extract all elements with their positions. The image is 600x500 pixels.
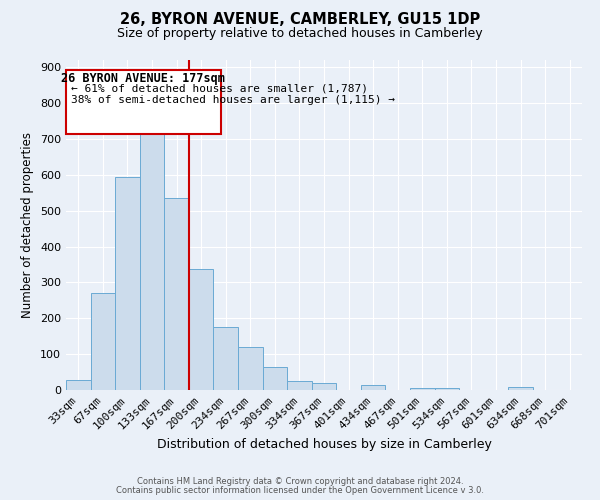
Bar	[189, 269, 214, 390]
Bar	[410, 388, 434, 390]
Bar	[312, 383, 336, 390]
FancyBboxPatch shape	[66, 70, 221, 134]
Y-axis label: Number of detached properties: Number of detached properties	[22, 132, 34, 318]
Text: 26 BYRON AVENUE: 177sqm: 26 BYRON AVENUE: 177sqm	[61, 72, 226, 85]
Bar	[508, 387, 533, 390]
Text: Contains HM Land Registry data © Crown copyright and database right 2024.: Contains HM Land Registry data © Crown c…	[137, 477, 463, 486]
Text: Contains public sector information licensed under the Open Government Licence v : Contains public sector information licen…	[116, 486, 484, 495]
Text: Size of property relative to detached houses in Camberley: Size of property relative to detached ho…	[117, 28, 483, 40]
Bar	[66, 380, 91, 390]
Bar	[287, 381, 312, 390]
Text: 38% of semi-detached houses are larger (1,115) →: 38% of semi-detached houses are larger (…	[71, 94, 395, 104]
Bar	[238, 347, 263, 390]
X-axis label: Distribution of detached houses by size in Camberley: Distribution of detached houses by size …	[157, 438, 491, 450]
Bar	[164, 198, 189, 390]
Bar	[263, 366, 287, 390]
Text: ← 61% of detached houses are smaller (1,787): ← 61% of detached houses are smaller (1,…	[71, 83, 368, 93]
Bar	[91, 293, 115, 390]
Bar	[214, 327, 238, 390]
Bar	[140, 124, 164, 390]
Bar	[434, 388, 459, 390]
Bar	[115, 176, 140, 390]
Bar	[361, 384, 385, 390]
Text: 26, BYRON AVENUE, CAMBERLEY, GU15 1DP: 26, BYRON AVENUE, CAMBERLEY, GU15 1DP	[120, 12, 480, 28]
